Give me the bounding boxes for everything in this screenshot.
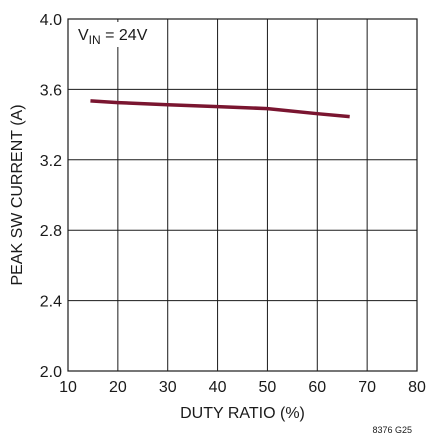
x-tick-label: 40 bbox=[209, 379, 227, 396]
y-axis-title: PEAK SW CURRENT (A) bbox=[9, 104, 26, 285]
y-tick-label: 3.2 bbox=[40, 153, 62, 170]
vin-annotation: VIN = 24V bbox=[71, 22, 160, 47]
x-tick-labels: 10 20 30 40 50 60 70 80 bbox=[59, 379, 426, 396]
series-layer bbox=[90, 99, 350, 119]
x-tick-label: 60 bbox=[308, 379, 326, 396]
series-line bbox=[90, 99, 350, 119]
plot-frame bbox=[67, 18, 418, 372]
x-tick-label: 80 bbox=[408, 379, 426, 396]
y-tick-label: 2.8 bbox=[40, 223, 62, 240]
vin-value: = 24V bbox=[101, 27, 148, 44]
vin-subscript: IN bbox=[89, 33, 101, 47]
x-tick-label: 20 bbox=[109, 379, 127, 396]
svg-text:VIN = 24V: VIN = 24V bbox=[78, 27, 148, 47]
y-tick-label: 2.4 bbox=[40, 294, 62, 311]
x-tick-label: 70 bbox=[358, 379, 376, 396]
vin-label: V bbox=[78, 27, 89, 44]
x-axis-title: DUTY RATIO (%) bbox=[180, 405, 305, 422]
figure-id: 8376 G25 bbox=[372, 425, 412, 435]
y-tick-label: 2.0 bbox=[40, 364, 62, 381]
x-tick-label: 50 bbox=[259, 379, 277, 396]
y-tick-label: 3.6 bbox=[40, 82, 62, 99]
y-tick-label: 4.0 bbox=[40, 12, 62, 29]
x-tick-label: 10 bbox=[59, 379, 77, 396]
y-tick-labels: 2.0 2.4 2.8 3.2 3.6 4.0 bbox=[40, 12, 62, 381]
x-tick-label: 30 bbox=[159, 379, 177, 396]
grid bbox=[68, 19, 417, 371]
